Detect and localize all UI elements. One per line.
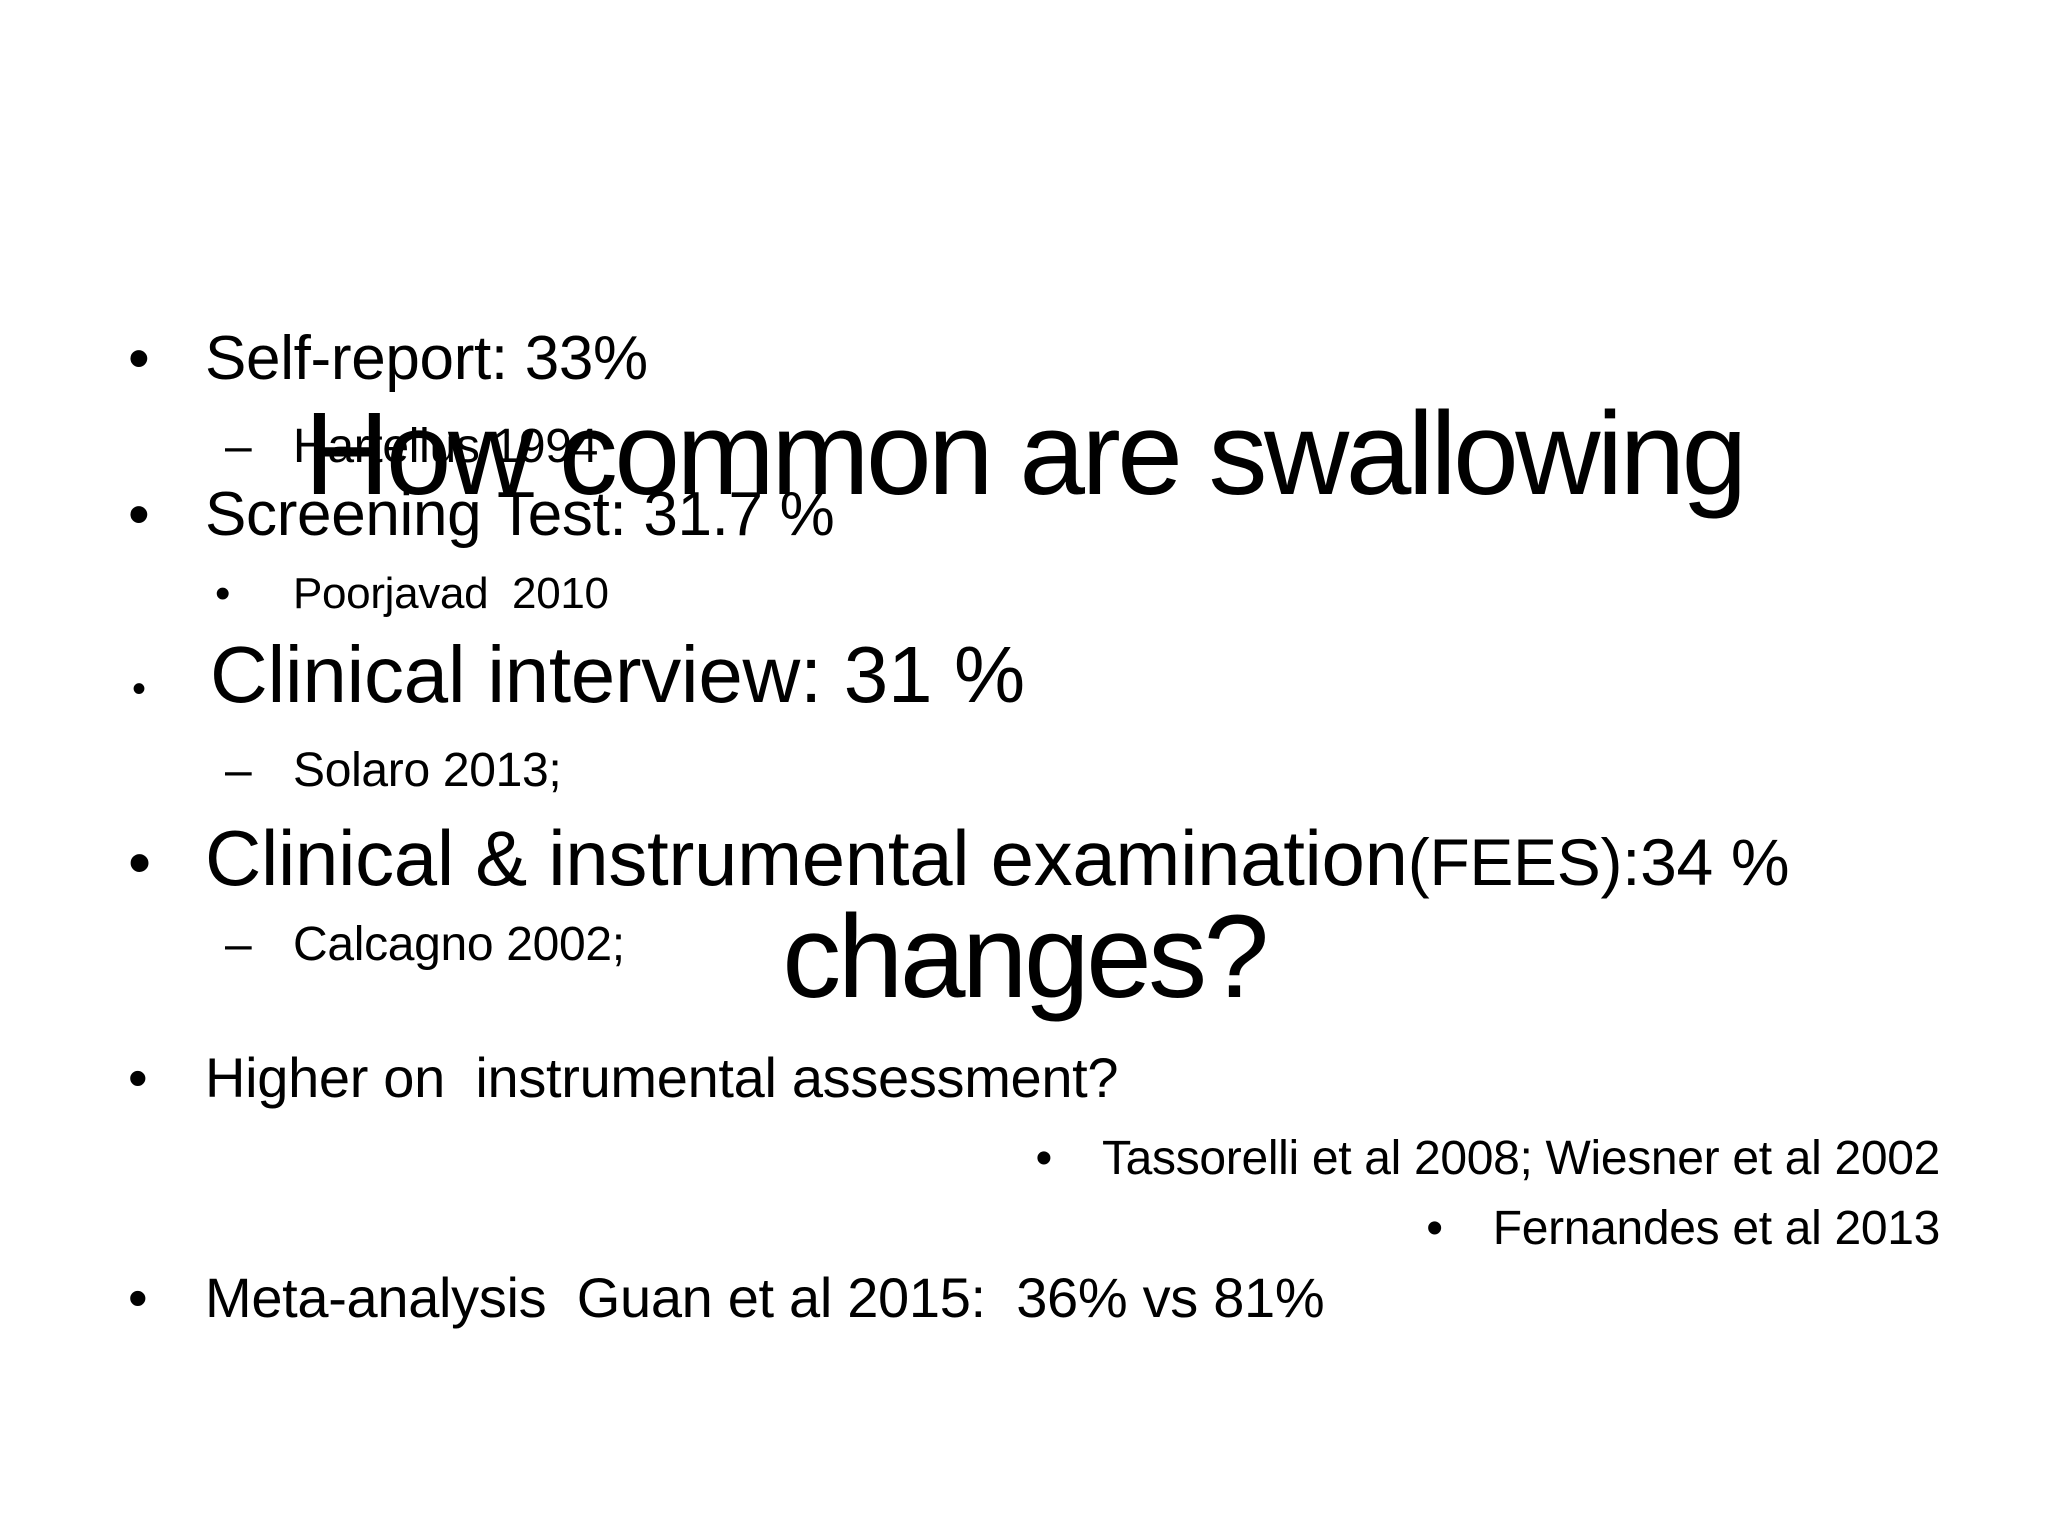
- bullet-item-meta-analysis: • Meta-analysis Guan et al 2015: 36% vs …: [128, 1264, 1325, 1331]
- sub-bullet-text: Fernandes et al 2013: [1492, 1202, 1941, 1255]
- bullet-item-higher-instrumental: • Higher on instrumental assessment?: [128, 1044, 1119, 1111]
- bullet-marker: •: [128, 825, 151, 899]
- bullet-text: Clinical & instrumental examination: [205, 814, 1408, 902]
- bullet-text-small: (FEES):34 %: [1407, 825, 1790, 899]
- slide-title-line2: changes?: [782, 890, 1269, 1023]
- dash-marker: –: [225, 744, 252, 797]
- bullet-text: Clinical interview: 31 %: [210, 630, 1025, 719]
- bullet-item-screening-test: • Screening Test: 31.7 %: [128, 478, 835, 552]
- sub-bullet-solaro: – Solaro 2013;: [225, 742, 562, 800]
- slide-title-line1: How common are swallowing: [304, 388, 1747, 521]
- slide-title: How common are swallowing changes?: [0, 36, 2048, 1376]
- sub-bullet-calcagno: – Calcagno 2002;: [225, 916, 625, 974]
- dash-marker: –: [225, 918, 252, 971]
- bullet-marker: •: [132, 667, 146, 711]
- sub-bullet-text: Calcagno 2002;: [293, 918, 625, 971]
- sub-bullet-text: Solaro 2013;: [293, 744, 562, 797]
- bullet-marker: •: [128, 1046, 148, 1109]
- bullet-marker: •: [128, 1266, 148, 1329]
- bullet-text: Screening Test: 31.7 %: [205, 480, 835, 549]
- sub-bullet-text: Hartelius 1994: [293, 420, 599, 473]
- sub-bullet-text: Poorjavad 2010: [293, 569, 609, 618]
- bullet-text: Higher on instrumental assessment?: [205, 1046, 1119, 1109]
- bullet-item-clinical-interview: • Clinical interview: 31 %: [132, 627, 1025, 723]
- bullet-item-self-report: • Self-report: 33%: [128, 322, 648, 396]
- bullet-text: Self-report: 33%: [205, 324, 648, 393]
- bullet-marker: •: [1426, 1202, 1443, 1255]
- bullet-marker: •: [1035, 1132, 1052, 1185]
- bullet-item-clinical-instrumental: • Clinical & instrumental examination (FE…: [128, 812, 1790, 906]
- sub-bullet-poorjavad: • Poorjavad 2010: [215, 568, 609, 621]
- sub-bullet-fernandes: • Fernandes et al 2013: [1426, 1200, 1940, 1258]
- bullet-marker: •: [128, 324, 150, 393]
- sub-bullet-tassorelli-wiesner: • Tassorelli et al 2008; Wiesner et al 2…: [1035, 1130, 1940, 1188]
- bullet-marker: •: [128, 480, 150, 549]
- sub-bullet-text: Tassorelli et al 2008; Wiesner et al 200…: [1101, 1132, 1940, 1185]
- dash-marker: –: [225, 420, 252, 473]
- sub-bullet-hartelius: – Hartelius 1994: [225, 418, 598, 476]
- bullet-text: Meta-analysis Guan et al 2015: 36% vs 81…: [205, 1266, 1325, 1329]
- bullet-marker: •: [215, 569, 231, 618]
